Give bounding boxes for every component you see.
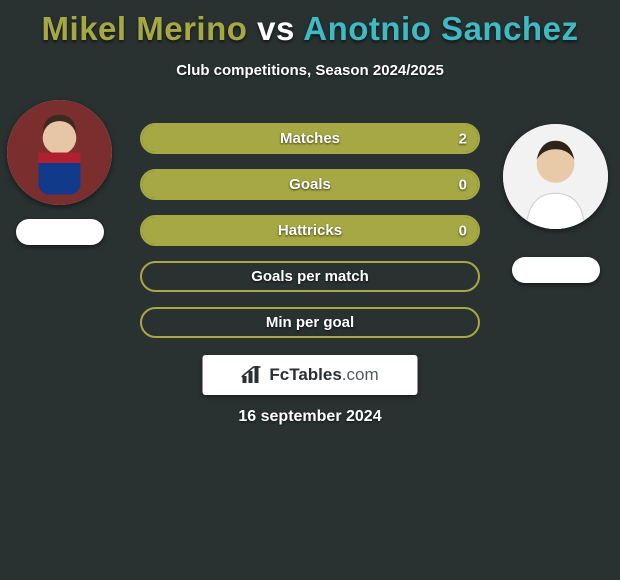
stat-value-right: 0 bbox=[459, 176, 467, 193]
stat-bar: Matches 2 bbox=[140, 123, 480, 154]
title-player1: Mikel Merino bbox=[42, 10, 248, 47]
logo-light: .com bbox=[342, 365, 379, 384]
stat-label: Goals bbox=[289, 176, 331, 193]
player1-avatar bbox=[7, 100, 112, 205]
stat-bar: Min per goal bbox=[140, 307, 480, 338]
date-text: 16 september 2024 bbox=[0, 408, 620, 426]
logo-text: FcTables.com bbox=[269, 365, 378, 385]
player2-avatar bbox=[503, 124, 608, 229]
logo-strong: FcTables bbox=[269, 365, 341, 384]
avatar-placeholder-icon bbox=[503, 124, 608, 229]
stat-bar: Goals per match bbox=[140, 261, 480, 292]
player-right-block bbox=[503, 124, 608, 283]
fctables-logo[interactable]: FcTables.com bbox=[203, 355, 418, 395]
stat-label: Goals per match bbox=[251, 268, 369, 285]
bar-chart-icon bbox=[241, 366, 263, 384]
stat-bars: Matches 2 Goals 0 Hattricks 0 Goals per match M… bbox=[140, 123, 480, 353]
stat-bar: Hattricks 0 bbox=[140, 215, 480, 246]
comparison-title: Mikel Merino vs Anotnio Sanchez bbox=[0, 0, 620, 48]
stat-label: Min per goal bbox=[266, 314, 354, 331]
stat-value-right: 0 bbox=[459, 222, 467, 239]
avatar-placeholder-icon bbox=[7, 100, 112, 205]
subtitle: Club competitions, Season 2024/2025 bbox=[0, 62, 620, 79]
player2-flag bbox=[512, 257, 600, 283]
stat-value-right: 2 bbox=[459, 130, 467, 147]
stat-bar: Goals 0 bbox=[140, 169, 480, 200]
title-vs: vs bbox=[257, 10, 295, 47]
stat-label: Matches bbox=[280, 130, 340, 147]
stat-label: Hattricks bbox=[278, 222, 342, 239]
player1-flag bbox=[16, 219, 104, 245]
player-left-block bbox=[7, 100, 112, 245]
title-player2: Anotnio Sanchez bbox=[303, 10, 578, 47]
